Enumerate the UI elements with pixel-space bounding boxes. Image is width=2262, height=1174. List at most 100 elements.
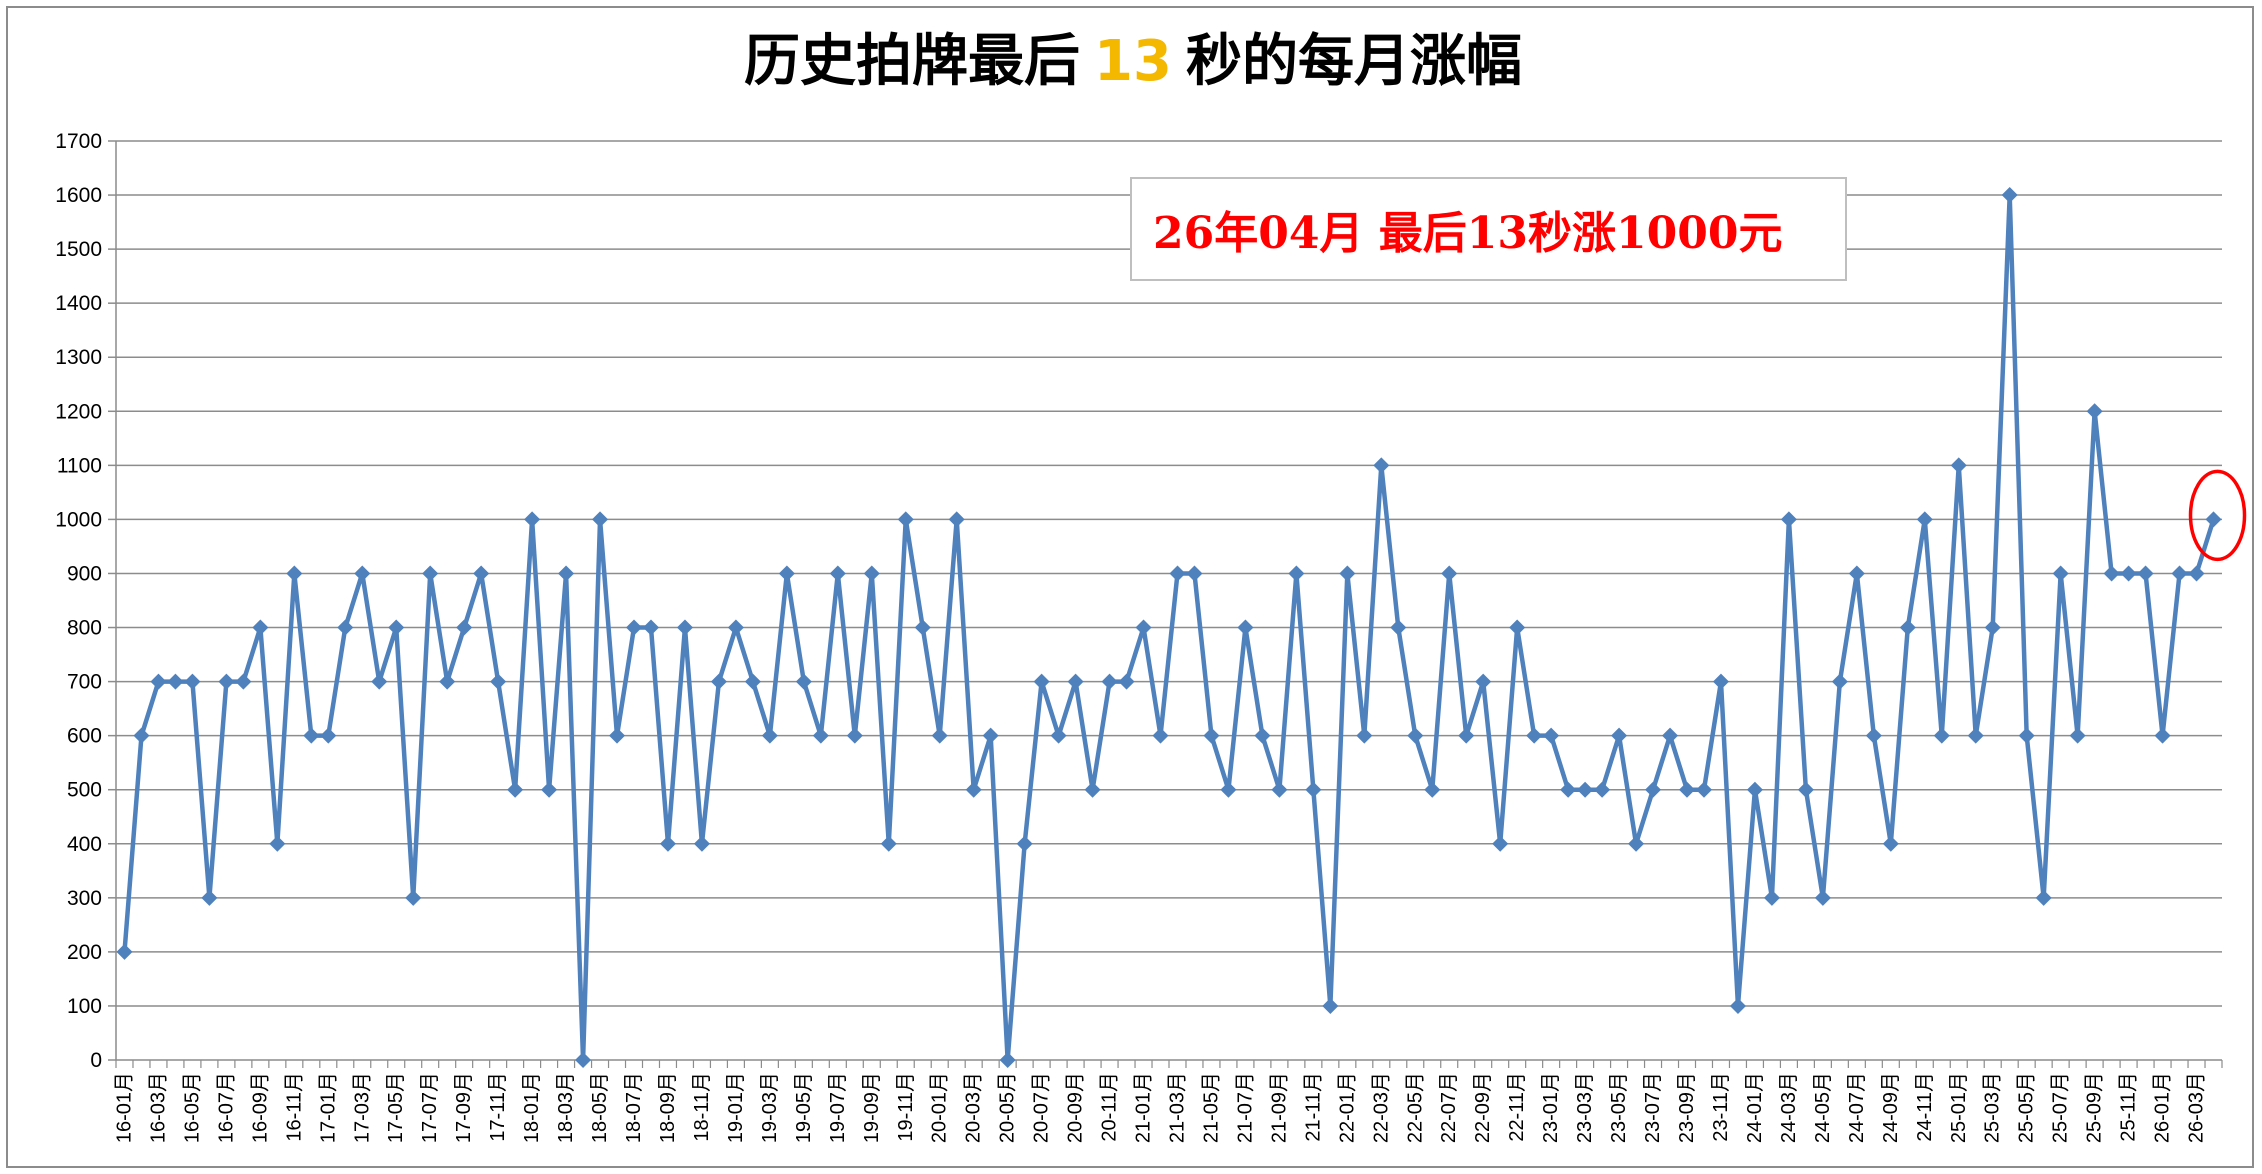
title-part-3: 秒的每月涨幅: [1186, 28, 1522, 94]
data-point: [1475, 673, 1492, 690]
data-point: [1543, 727, 1560, 744]
x-tick-label: 16-05月: [181, 1072, 203, 1143]
x-tick-label: 19-09月: [861, 1072, 883, 1143]
x-tick-label: 24-07月: [1846, 1072, 1868, 1143]
x-tick-label: 24-09月: [1880, 1072, 1902, 1143]
data-point: [863, 565, 880, 582]
data-point: [812, 727, 829, 744]
data-point: [524, 511, 541, 528]
x-tick-label: 20-07月: [1031, 1072, 1053, 1143]
title-part-1: 历史拍牌最后: [744, 28, 1080, 94]
data-point: [2188, 565, 2205, 582]
x-tick-label: 18-09月: [657, 1072, 679, 1143]
x-tick-label: 22-11月: [1506, 1072, 1528, 1142]
data-point: [150, 673, 167, 690]
data-point: [490, 673, 507, 690]
data-point: [1679, 781, 1696, 798]
y-tick-label: 700: [67, 671, 102, 694]
data-point: [795, 673, 812, 690]
data-point: [2171, 565, 2188, 582]
y-tick-label: 600: [67, 725, 102, 748]
data-point: [999, 1052, 1016, 1068]
x-tick-label: 19-03月: [759, 1072, 781, 1143]
x-tick-label: 24-05月: [1812, 1072, 1834, 1143]
data-point: [116, 943, 133, 960]
data-point: [2018, 727, 2035, 744]
data-point: [1577, 781, 1594, 798]
data-point: [2103, 565, 2120, 582]
data-point: [676, 619, 693, 636]
chart-title: 历史拍牌最后 13 秒的每月涨幅: [744, 28, 1522, 94]
x-tick-label: 19-11月: [895, 1072, 917, 1142]
chart-frame: 0 100 200 300 400 500 600 700 800 900 1000 1100 1200…: [6, 6, 2254, 1168]
series: [116, 187, 2247, 1068]
data-point: [473, 565, 490, 582]
data-point: [846, 727, 863, 744]
data-point: [286, 565, 303, 582]
data-point: [235, 673, 252, 690]
x-tick-label: 18-03月: [555, 1072, 577, 1143]
data-point: [1695, 781, 1712, 798]
x-tick-label: 25-01月: [1948, 1072, 1970, 1143]
y-tick-label: 1100: [57, 454, 102, 477]
data-point: [1933, 727, 1950, 744]
data-point: [1509, 619, 1526, 636]
x-tick-label: 25-07月: [2050, 1072, 2072, 1143]
data-point: [1390, 619, 1407, 636]
data-point: [1899, 619, 1916, 636]
x-tick-label: 16-01月: [113, 1072, 135, 1143]
y-tick-label: 1000: [55, 508, 102, 531]
data-point: [1984, 619, 2001, 636]
data-point: [439, 673, 456, 690]
data-point: [761, 727, 778, 744]
data-point: [880, 835, 897, 852]
x-tick-label: 21-05月: [1200, 1072, 1222, 1143]
x-tick-label: 20-03月: [963, 1072, 985, 1143]
data-point: [201, 889, 218, 906]
data-point: [1118, 673, 1135, 690]
data-point: [2154, 727, 2171, 744]
data-point: [778, 565, 795, 582]
y-axis-ticks: 0 100 200 300 400 500 600 700 800 900 1000 1100 1200…: [55, 130, 116, 1072]
data-point: [1865, 727, 1882, 744]
x-tick-label: 25-03月: [1982, 1072, 2004, 1143]
data-point: [1220, 781, 1237, 798]
grid-lines: [116, 140, 2222, 1007]
title-highlight-number: 13: [1094, 29, 1172, 94]
x-tick-label: 24-01月: [1744, 1072, 1766, 1143]
y-tick-label: 300: [67, 887, 102, 910]
data-point: [931, 727, 948, 744]
data-point: [1662, 727, 1679, 744]
data-point: [1526, 727, 1543, 744]
data-point: [269, 835, 286, 852]
data-point: [693, 835, 710, 852]
data-point: [184, 673, 201, 690]
data-point: [897, 511, 914, 528]
x-tick-label: 22-03月: [1370, 1072, 1392, 1143]
x-tick-label: 19-07月: [827, 1072, 849, 1143]
x-tick-label: 17-11月: [487, 1072, 509, 1142]
y-tick-label: 800: [67, 617, 102, 640]
y-tick-label: 100: [67, 995, 102, 1018]
y-tick-label: 500: [67, 779, 102, 802]
annotation-box: 26年04月 最后13秒涨1000元: [1130, 177, 1847, 281]
x-tick-label: 20-01月: [929, 1072, 951, 1143]
data-point: [133, 727, 150, 744]
data-point: [320, 727, 337, 744]
x-axis-ticks: 16-01月 16-03月 16-05月 16-07月 16-09月 16-11月 17-0…: [113, 1060, 2223, 1143]
x-tick-label: 26-03月: [2186, 1072, 2208, 1143]
y-tick-label: 200: [67, 941, 102, 964]
x-tick-label: 21-01月: [1133, 1072, 1155, 1143]
data-point: [1033, 673, 1050, 690]
data-point: [405, 889, 422, 906]
data-point: [1560, 781, 1577, 798]
x-tick-label: 26-01月: [2152, 1072, 2174, 1143]
data-point: [1967, 727, 1984, 744]
x-tick-label: 17-07月: [419, 1072, 441, 1143]
x-tick-label: 24-11月: [1914, 1072, 1936, 1142]
y-tick-label: 0: [90, 1049, 102, 1072]
data-point: [2052, 565, 2069, 582]
x-tick-label: 16-11月: [283, 1072, 305, 1142]
data-point: [1611, 727, 1628, 744]
line-chart: 0 100 200 300 400 500 600 700 800 900 1000 1100 1200…: [55, 28, 2247, 1143]
